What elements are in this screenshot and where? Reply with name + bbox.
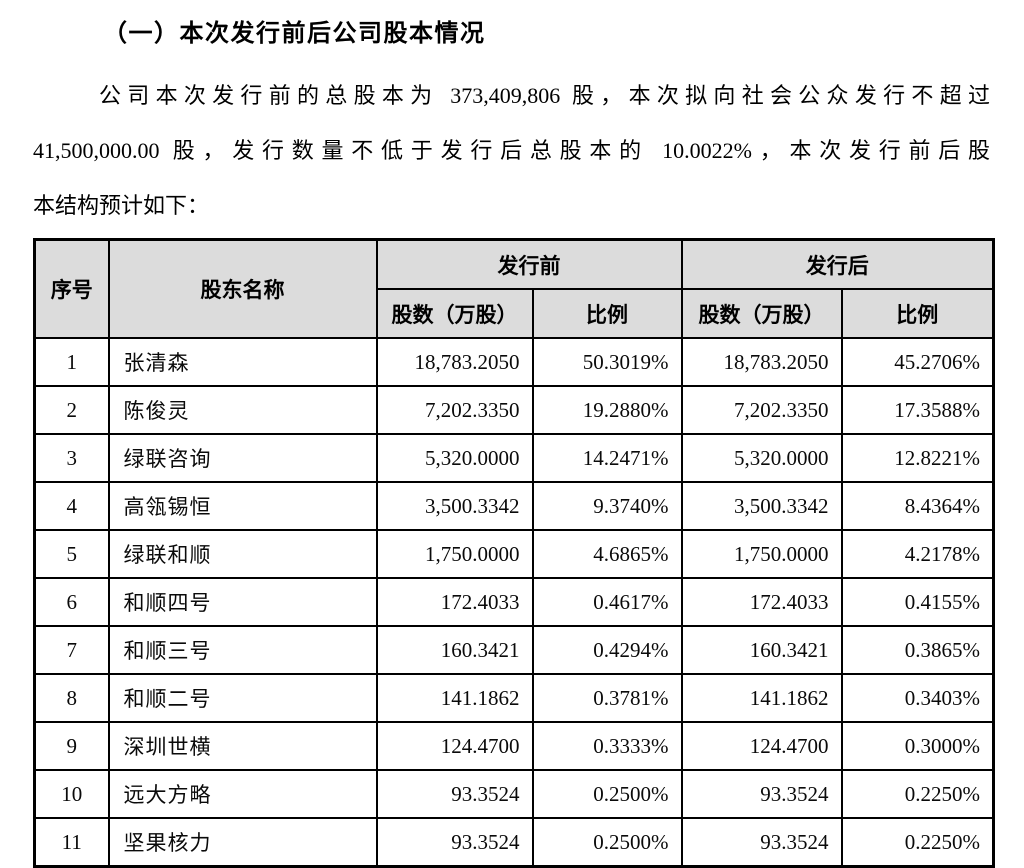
cell-post-shares: 93.3524 [680, 817, 843, 868]
cell-post-shares: 141.1862 [680, 673, 843, 723]
table-row: 4 高瓴锡恒 3,500.3342 9.3740% 3,500.3342 8.4… [33, 481, 995, 531]
cell-pre-ratio: 0.2500% [531, 817, 683, 868]
paragraph-line-3: 本结构预计如下： [33, 193, 210, 218]
cell-post-ratio: 12.8221% [840, 433, 995, 483]
paragraph-line-1: 公司本次发行前的总股本为 373,409,806 股，本次拟向社会公众发行不超过 [99, 83, 990, 108]
cell-index: 10 [33, 769, 110, 819]
table-row: 11 坚果核力 93.3524 0.2500% 93.3524 0.2250% [33, 817, 995, 868]
cell-post-shares: 160.3421 [680, 625, 843, 675]
table-row: 6 和顺四号 172.4033 0.4617% 172.4033 0.4155% [33, 577, 995, 627]
cell-index: 8 [33, 673, 110, 723]
cell-shareholder: 绿联和顺 [107, 529, 378, 579]
cell-pre-shares: 172.4033 [375, 577, 534, 627]
cell-pre-shares: 1,750.0000 [375, 529, 534, 579]
cell-index: 5 [33, 529, 110, 579]
cell-pre-shares: 124.4700 [375, 721, 534, 771]
header-row-groups: 序号 股东名称 发行前 发行后 [33, 238, 995, 339]
cell-index: 4 [33, 481, 110, 531]
cell-pre-shares: 3,500.3342 [375, 481, 534, 531]
table-row: 8 和顺二号 141.1862 0.3781% 141.1862 0.3403% [33, 673, 995, 723]
cell-shareholder: 和顺三号 [107, 625, 378, 675]
cell-index: 2 [33, 385, 110, 435]
share-structure-table: 序号 股东名称 发行前 发行后 股数（万股） 比例 股数（万股） 比例 1 张清… [33, 238, 995, 868]
cell-pre-shares: 93.3524 [375, 817, 534, 868]
cell-index: 11 [33, 817, 110, 868]
header-row-subcolumns: 股数（万股） 比例 股数（万股） 比例 [35, 288, 995, 339]
table-row: 7 和顺三号 160.3421 0.4294% 160.3421 0.3865% [33, 625, 995, 675]
col-header-pre-issue: 发行前 [375, 238, 683, 290]
cell-index: 1 [33, 337, 110, 387]
cell-post-ratio: 0.3000% [840, 721, 995, 771]
cell-index: 7 [33, 625, 110, 675]
cell-pre-ratio: 0.4617% [531, 577, 683, 627]
col-header-post-shares: 股数（万股） [680, 288, 843, 339]
cell-post-ratio: 45.2706% [840, 337, 995, 387]
col-header-post-issue: 发行后 [680, 238, 995, 290]
cell-index: 6 [33, 577, 110, 627]
cell-shareholder: 张清森 [107, 337, 378, 387]
cell-shareholder: 高瓴锡恒 [107, 481, 378, 531]
cell-pre-ratio: 0.3333% [531, 721, 683, 771]
cell-post-shares: 1,750.0000 [680, 529, 843, 579]
cell-post-ratio: 0.3403% [840, 673, 995, 723]
cell-index: 3 [33, 433, 110, 483]
cell-post-shares: 7,202.3350 [680, 385, 843, 435]
cell-post-ratio: 8.4364% [840, 481, 995, 531]
cell-post-shares: 93.3524 [680, 769, 843, 819]
cell-post-shares: 172.4033 [680, 577, 843, 627]
cell-pre-ratio: 50.3019% [531, 337, 683, 387]
cell-post-ratio: 0.4155% [840, 577, 995, 627]
cell-post-shares: 124.4700 [680, 721, 843, 771]
cell-post-shares: 3,500.3342 [680, 481, 843, 531]
cell-post-ratio: 0.3865% [840, 625, 995, 675]
cell-shareholder: 和顺四号 [107, 577, 378, 627]
col-header-pre-shares: 股数（万股） [375, 288, 534, 339]
cell-post-ratio: 17.3588% [840, 385, 995, 435]
cell-post-ratio: 0.2250% [840, 769, 995, 819]
cell-shareholder: 和顺二号 [107, 673, 378, 723]
cell-pre-ratio: 0.2500% [531, 769, 683, 819]
cell-post-shares: 18,783.2050 [680, 337, 843, 387]
cell-pre-shares: 18,783.2050 [375, 337, 534, 387]
intro-paragraph: 公司本次发行前的总股本为 373,409,806 股，本次拟向社会公众发行不超过… [33, 68, 990, 233]
table-row: 3 绿联咨询 5,320.0000 14.2471% 5,320.0000 12… [33, 433, 995, 483]
cell-shareholder: 远大方略 [107, 769, 378, 819]
col-header-pre-ratio: 比例 [531, 288, 683, 339]
col-header-post-ratio: 比例 [840, 288, 995, 339]
cell-pre-shares: 160.3421 [375, 625, 534, 675]
table-row: 10 远大方略 93.3524 0.2500% 93.3524 0.2250% [33, 769, 995, 819]
cell-index: 9 [33, 721, 110, 771]
paragraph-line-2: 41,500,000.00 股，发行数量不低于发行后总股本的 10.0022%，… [33, 138, 990, 163]
cell-post-ratio: 0.2250% [840, 817, 995, 868]
cell-shareholder: 坚果核力 [107, 817, 378, 868]
col-header-shareholder: 股东名称 [107, 238, 378, 339]
col-header-index: 序号 [33, 238, 110, 339]
table-row: 1 张清森 18,783.2050 50.3019% 18,783.2050 4… [33, 337, 995, 387]
cell-pre-ratio: 14.2471% [531, 433, 683, 483]
cell-shareholder: 深圳世横 [107, 721, 378, 771]
cell-shareholder: 陈俊灵 [107, 385, 378, 435]
cell-pre-shares: 5,320.0000 [375, 433, 534, 483]
table-row: 5 绿联和顺 1,750.0000 4.6865% 1,750.0000 4.2… [33, 529, 995, 579]
cell-pre-shares: 141.1862 [375, 673, 534, 723]
cell-pre-ratio: 0.4294% [531, 625, 683, 675]
cell-shareholder: 绿联咨询 [107, 433, 378, 483]
cell-pre-ratio: 19.2880% [531, 385, 683, 435]
table-header: 序号 股东名称 发行前 发行后 股数（万股） 比例 股数（万股） 比例 [33, 238, 995, 339]
cell-pre-shares: 7,202.3350 [375, 385, 534, 435]
cell-pre-ratio: 4.6865% [531, 529, 683, 579]
cell-post-shares: 5,320.0000 [680, 433, 843, 483]
cell-post-ratio: 4.2178% [840, 529, 995, 579]
section-title: （一）本次发行前后公司股本情况 [103, 20, 486, 47]
cell-pre-ratio: 9.3740% [531, 481, 683, 531]
cell-pre-ratio: 0.3781% [531, 673, 683, 723]
table-row: 9 深圳世横 124.4700 0.3333% 124.4700 0.3000% [33, 721, 995, 771]
table-body: 1 张清森 18,783.2050 50.3019% 18,783.2050 4… [33, 337, 995, 868]
cell-pre-shares: 93.3524 [375, 769, 534, 819]
table-row: 2 陈俊灵 7,202.3350 19.2880% 7,202.3350 17.… [33, 385, 995, 435]
